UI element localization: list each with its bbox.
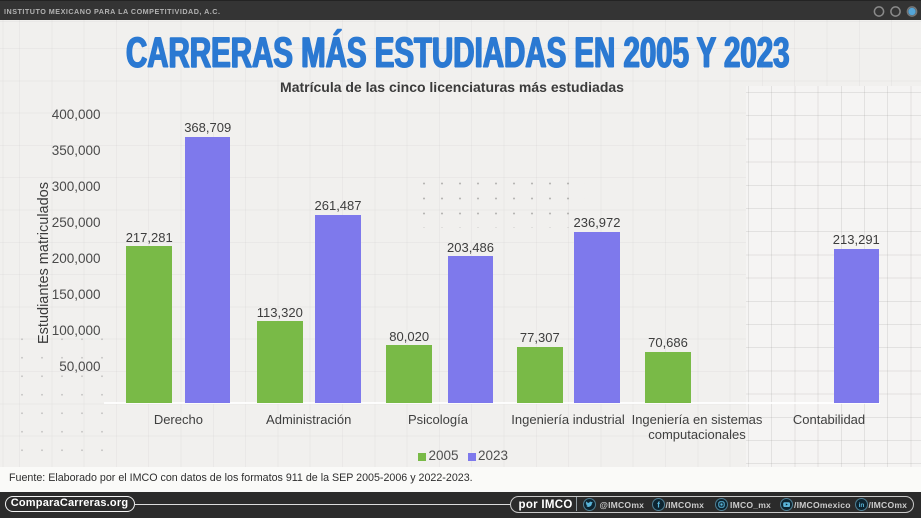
svg-text:in: in bbox=[858, 502, 864, 509]
svg-text:f: f bbox=[657, 500, 660, 510]
